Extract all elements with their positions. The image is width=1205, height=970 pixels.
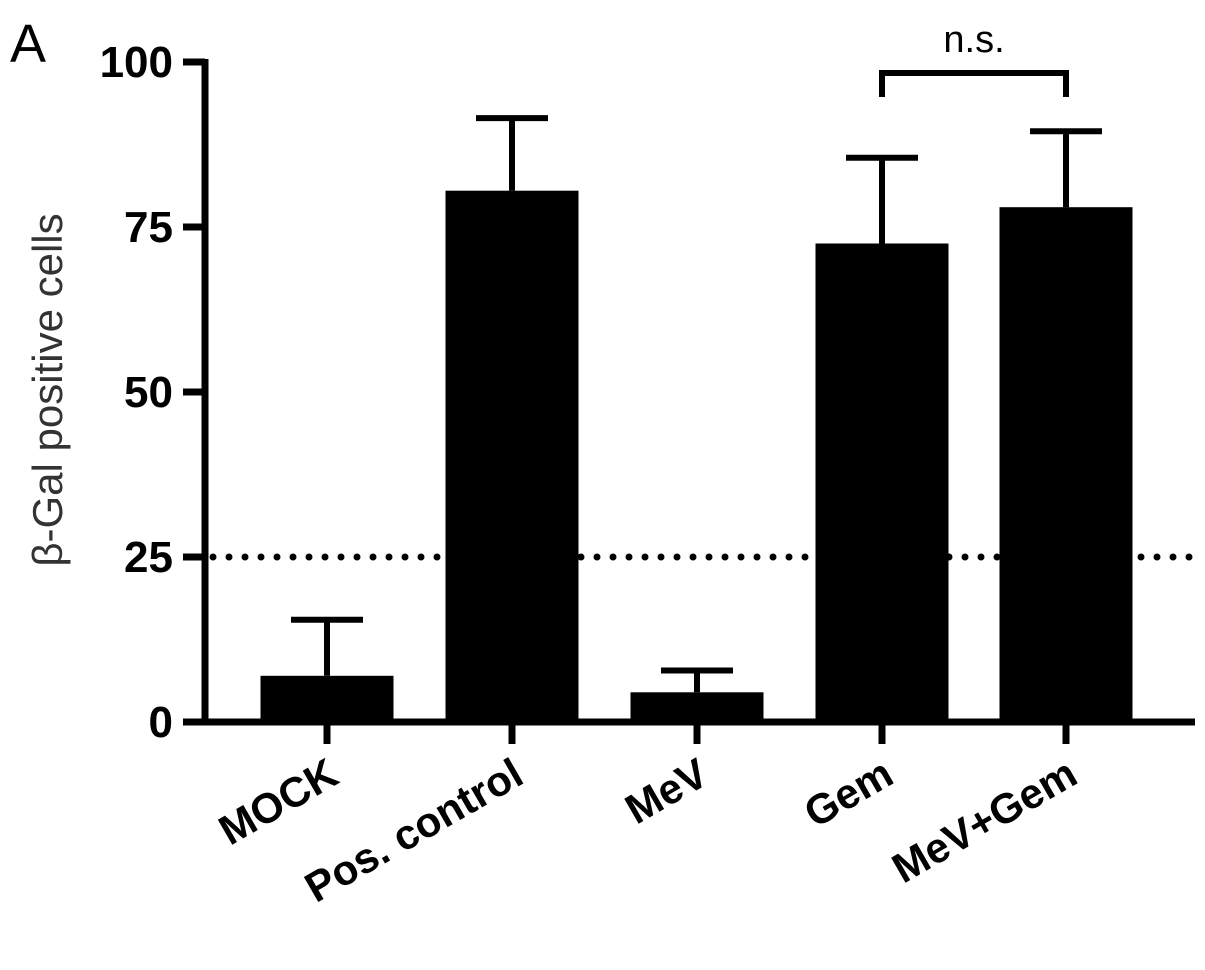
- y-tick-label: 25: [124, 533, 173, 582]
- bar: [260, 675, 394, 722]
- bar: [630, 692, 764, 722]
- significance-bracket: [879, 70, 1069, 97]
- y-tick-label: 75: [124, 203, 173, 252]
- x-category-label: MeV: [617, 749, 715, 833]
- bar: [445, 190, 579, 722]
- bar: [999, 207, 1133, 722]
- panel-label: A: [10, 14, 46, 74]
- y-tick-label: 0: [149, 698, 173, 747]
- significance-label: n.s.: [943, 19, 1004, 61]
- x-category-label: MOCK: [211, 749, 346, 854]
- bar: [815, 243, 949, 722]
- y-tick-label: 100: [100, 38, 173, 87]
- y-tick-label: 50: [124, 368, 173, 417]
- x-category-label: Gem: [796, 749, 900, 836]
- y-axis-label: β-Gal positive cells: [24, 213, 71, 566]
- x-category-label: MeV+Gem: [884, 749, 1084, 892]
